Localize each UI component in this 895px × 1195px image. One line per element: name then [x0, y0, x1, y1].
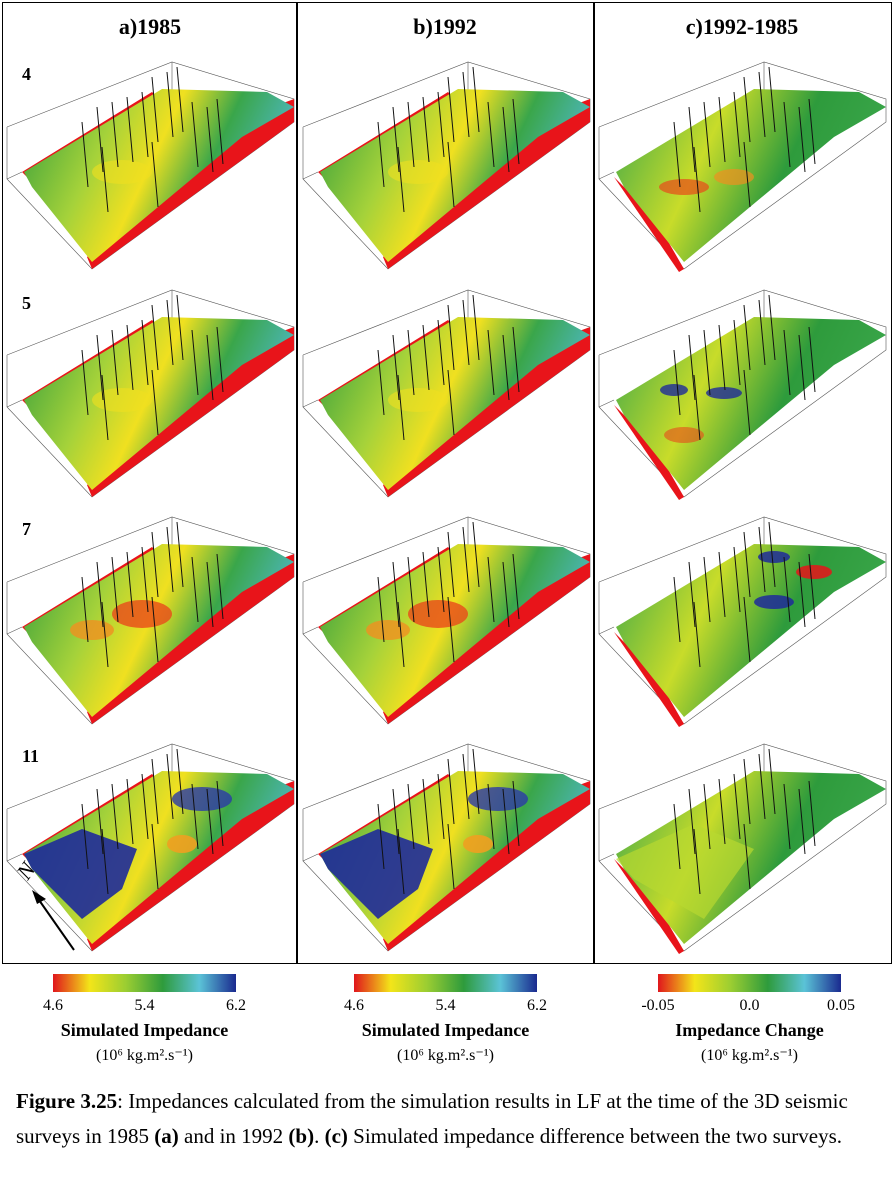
colorbar-1-units: (10⁶ kg.m².s⁻¹) [397, 1047, 494, 1064]
block-2-3 [598, 743, 887, 954]
panel-frame-b [297, 2, 594, 964]
caption-text-1: : Impedances calculated from the simulat… [16, 1089, 848, 1148]
panel-frame-c [594, 2, 892, 964]
block-1-0 [302, 61, 591, 270]
block-1-2 [302, 516, 591, 725]
colorbar-1-title: Simulated Impedance [362, 1020, 530, 1040]
colorbar-area: 4.6 5.4 6.2 Simulated Impedance (10⁶ kg.m².s… [43, 974, 855, 1064]
colorbar-1-tick-2: 6.2 [527, 997, 547, 1014]
panel-title-b: b)1992 [413, 14, 477, 39]
block-0-2 [6, 516, 295, 725]
panel-title-a: a)1985 [119, 14, 181, 39]
colorbar-0-tick-1: 5.4 [135, 997, 155, 1014]
caption-text-3: . [314, 1124, 325, 1148]
figure-grid: a)1985 b)1992 c)1992-1985 4 5 7 11 N [2, 2, 892, 964]
block-0-0 [6, 61, 295, 270]
row-label-4: 4 [22, 64, 31, 84]
row-label-7: 7 [22, 519, 31, 539]
colorbar-0-title: Simulated Impedance [61, 1020, 229, 1040]
colorbar-0-units: (10⁶ kg.m².s⁻¹) [96, 1047, 193, 1064]
figure-caption: Figure 3.25: Impedances calculated from … [16, 1084, 886, 1154]
colorbar-2-tick-0: -0.05 [641, 997, 674, 1014]
panel-title-c: c)1992-1985 [686, 14, 798, 39]
block-2-2 [598, 516, 887, 727]
row-label-5: 5 [22, 293, 31, 313]
caption-ref-b: (b) [288, 1124, 315, 1148]
surface-blocks [6, 61, 887, 954]
colorbar-2-title: Impedance Change [675, 1020, 824, 1040]
colorbar-0: 4.6 5.4 6.2 Simulated Impedance (10⁶ kg.m².s… [43, 974, 246, 1064]
caption-ref-c: (c) [324, 1124, 348, 1148]
caption-text-2: and in 1992 [178, 1124, 289, 1148]
colorbar-1: 4.6 5.4 6.2 Simulated Impedance (10⁶ kg.m².s… [344, 974, 547, 1064]
block-2-0 [598, 61, 887, 272]
colorbar-1-tick-0: 4.6 [344, 997, 364, 1014]
block-1-3 [302, 743, 591, 952]
block-0-3 [6, 743, 295, 952]
row-label-11: 11 [22, 746, 39, 766]
block-0-1 [6, 289, 295, 498]
colorbar-0-tick-0: 4.6 [43, 997, 63, 1014]
colorbar-1-tick-1: 5.4 [436, 997, 456, 1014]
block-2-1 [598, 289, 887, 500]
colorbar-2-tick-1: 0.0 [740, 997, 760, 1014]
caption-text-4: Simulated impedance difference between t… [347, 1124, 842, 1148]
colorbar-2-units: (10⁶ kg.m².s⁻¹) [701, 1047, 798, 1064]
panel-frame-a [2, 2, 297, 964]
caption-ref-a: (a) [154, 1124, 179, 1148]
colorbar-2-tick-2: 0.05 [827, 997, 855, 1014]
caption-label: Figure 3.25 [16, 1089, 118, 1113]
colorbar-0-tick-2: 6.2 [226, 997, 246, 1014]
block-1-1 [302, 289, 591, 498]
